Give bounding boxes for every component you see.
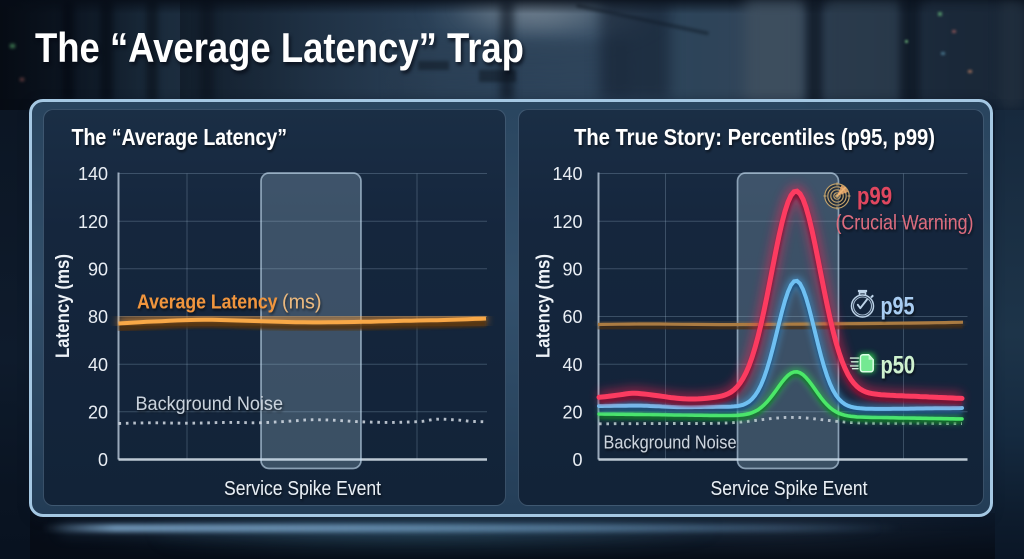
svg-text:(ms): (ms): [282, 290, 322, 313]
svg-text:20: 20: [562, 402, 582, 422]
svg-text:Average Latency: Average Latency: [137, 290, 278, 313]
svg-text:p95: p95: [880, 292, 914, 320]
svg-text:0: 0: [572, 450, 582, 470]
svg-text:p50: p50: [880, 351, 915, 379]
svg-text:Background Noise: Background Noise: [136, 392, 284, 414]
svg-text:p99: p99: [857, 182, 892, 210]
svg-text:60: 60: [562, 307, 582, 327]
svg-text:The True Story: Percentiles (p: The True Story: Percentiles (p95, p99): [574, 123, 935, 149]
svg-text:0: 0: [98, 450, 108, 470]
svg-text:140: 140: [78, 164, 108, 184]
svg-text:The “Average Latency”: The “Average Latency”: [72, 123, 288, 149]
svg-text:90: 90: [88, 259, 108, 279]
svg-text:40: 40: [88, 354, 108, 374]
svg-text:Latency (ms): Latency (ms): [53, 254, 74, 358]
svg-text:20: 20: [88, 402, 108, 422]
svg-text:(Crucial Warning): (Crucial Warning): [835, 211, 973, 234]
svg-text:40: 40: [562, 354, 582, 374]
svg-text:120: 120: [552, 211, 582, 231]
svg-text:Latency (ms): Latency (ms): [533, 254, 554, 358]
svg-text:Service Spike Event: Service Spike Event: [224, 478, 381, 500]
svg-text:120: 120: [78, 211, 108, 231]
svg-text:90: 90: [562, 259, 582, 279]
svg-text:Background Noise: Background Noise: [603, 432, 736, 452]
svg-text:140: 140: [552, 164, 582, 184]
svg-text:80: 80: [88, 307, 108, 327]
svg-text:Service Spike Event: Service Spike Event: [710, 478, 867, 500]
